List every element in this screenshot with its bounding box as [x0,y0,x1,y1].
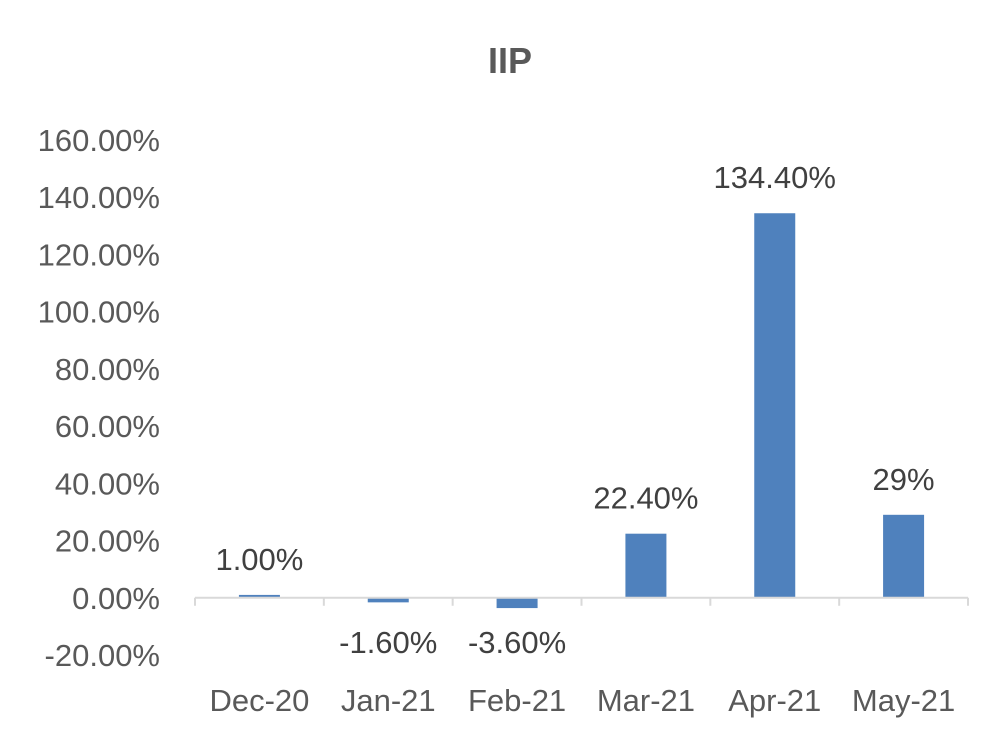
bar [883,514,925,598]
bar [625,533,667,598]
y-axis-ticks: -20.00% 0.00% 20.00% 40.00% 60.00% 80.00% 100.… [38,123,160,673]
bar [754,213,796,598]
y-tick-label: 20.00% [55,524,160,559]
category-label: Mar-21 [597,683,695,718]
category-labels: Dec-20 Jan-21 Feb-21 Mar-21 Apr-21 May-21 [209,683,955,718]
category-label: Apr-21 [728,683,821,718]
bar [238,594,280,598]
bars [238,213,925,609]
y-tick-label: 40.00% [55,466,160,501]
y-tick-label: 100.00% [38,295,160,330]
data-label: -1.60% [339,625,437,660]
data-label: -3.60% [468,625,566,660]
y-tick-label: 140.00% [38,180,160,215]
chart-title: IIP [488,40,532,81]
data-label: 29% [873,462,935,497]
y-tick-label: 120.00% [38,237,160,272]
category-label: Feb-21 [468,683,566,718]
category-label: Dec-20 [209,683,309,718]
bar [367,597,409,603]
category-label: Jan-21 [341,683,436,718]
x-axis [194,596,969,606]
y-tick-label: -20.00% [45,638,160,673]
data-label: 22.40% [593,481,698,516]
y-tick-label: 80.00% [55,352,160,387]
data-label: 134.40% [714,160,836,195]
y-tick-label: 60.00% [55,409,160,444]
category-label: May-21 [852,683,955,718]
y-tick-label: 0.00% [72,581,160,616]
data-labels: 1.00% -1.60% -3.60% 22.40% 134.40% 29% [215,160,934,660]
bar [496,597,538,609]
data-label: 1.00% [215,542,303,577]
y-tick-label: 160.00% [38,123,160,158]
